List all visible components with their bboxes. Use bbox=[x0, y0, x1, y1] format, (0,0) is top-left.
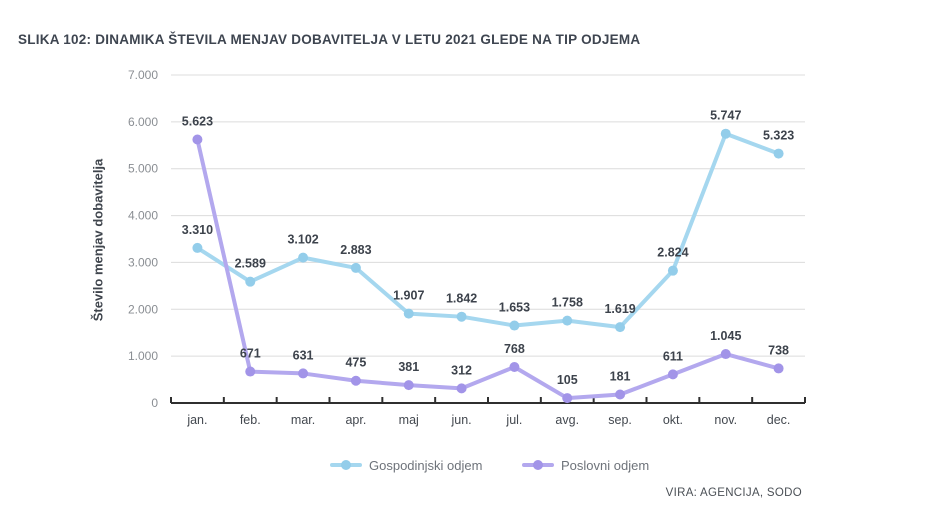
data-point bbox=[245, 366, 256, 377]
y-tick-label: 1.000 bbox=[128, 349, 158, 363]
source-note: VIRA: AGENCIJA, SODO bbox=[665, 487, 802, 499]
data-point-label: 181 bbox=[610, 370, 631, 384]
x-tick-label: okt. bbox=[663, 413, 683, 427]
data-point-label: 3.102 bbox=[287, 233, 318, 247]
legend-marker-poslovni-icon bbox=[533, 460, 543, 470]
data-point-label: 671 bbox=[240, 347, 261, 361]
data-point-label: 2.883 bbox=[340, 243, 371, 257]
data-point bbox=[403, 308, 414, 319]
data-point-label: 5.747 bbox=[710, 109, 741, 123]
x-tick-label: apr. bbox=[345, 413, 366, 427]
data-point bbox=[350, 375, 361, 386]
series-line bbox=[195, 131, 781, 330]
data-point-label: 1.653 bbox=[499, 301, 530, 315]
data-point-label: 1.842 bbox=[446, 292, 477, 306]
data-point-label: 2.824 bbox=[657, 246, 688, 260]
legend-label-poslovni: Poslovni odjem bbox=[561, 457, 650, 473]
data-point bbox=[298, 368, 309, 379]
x-tick-label: jan. bbox=[186, 413, 207, 427]
data-point bbox=[245, 276, 256, 287]
x-tick-label: nov. bbox=[714, 413, 737, 427]
data-point bbox=[720, 128, 731, 139]
data-point bbox=[298, 252, 309, 263]
legend-item-gospodinjski-odjem: Gospodinjski odjem bbox=[330, 457, 483, 473]
x-tick-label: mar. bbox=[291, 413, 315, 427]
data-point bbox=[403, 380, 414, 391]
x-tick-label: jun. bbox=[451, 413, 472, 427]
data-point bbox=[615, 389, 626, 400]
data-point-label: 2.589 bbox=[235, 257, 266, 271]
data-point bbox=[667, 369, 678, 380]
data-point bbox=[509, 362, 520, 373]
data-point-label: 1.045 bbox=[710, 329, 741, 343]
data-point bbox=[456, 311, 467, 322]
x-tick-label: dec. bbox=[767, 413, 791, 427]
data-point bbox=[773, 363, 784, 374]
x-tick-label: maj bbox=[399, 413, 419, 427]
data-point bbox=[350, 262, 361, 273]
data-point-label: 475 bbox=[345, 356, 366, 370]
data-point-label: 611 bbox=[663, 349, 683, 363]
y-tick-label: 3.000 bbox=[128, 255, 158, 269]
data-point bbox=[192, 134, 203, 145]
data-point-label: 631 bbox=[293, 348, 314, 362]
y-tick-label: 7.000 bbox=[128, 68, 158, 82]
data-point bbox=[720, 349, 731, 360]
x-tick-label: feb. bbox=[240, 413, 261, 427]
data-point-label: 768 bbox=[504, 342, 525, 356]
data-point-label: 5.323 bbox=[763, 129, 794, 143]
data-point bbox=[192, 242, 203, 253]
data-point-label: 1.907 bbox=[393, 289, 424, 303]
legend-line-gospodinjski-icon bbox=[330, 460, 362, 470]
data-point-label: 105 bbox=[557, 373, 578, 387]
data-point-label: 1.758 bbox=[552, 296, 583, 310]
y-tick-label: 6.000 bbox=[128, 115, 158, 129]
data-point bbox=[615, 322, 626, 333]
data-point bbox=[509, 320, 520, 331]
data-point bbox=[456, 383, 467, 394]
y-tick-label: 0 bbox=[151, 396, 158, 410]
legend-label-gospodinjski: Gospodinjski odjem bbox=[369, 457, 483, 473]
data-point-label: 3.310 bbox=[182, 223, 213, 237]
y-tick-label: 4.000 bbox=[128, 209, 158, 223]
legend-marker-gospodinjski-icon bbox=[341, 460, 351, 470]
data-point bbox=[562, 393, 573, 404]
data-point-label: 1.619 bbox=[604, 302, 635, 316]
legend-item-poslovni-odjem: Poslovni odjem bbox=[522, 457, 650, 473]
figure-title: SLIKA 102: DINAMIKA ŠTEVILA MENJAV DOBAV… bbox=[18, 32, 641, 47]
y-tick-label: 2.000 bbox=[128, 302, 158, 316]
data-point bbox=[562, 315, 573, 326]
data-point bbox=[667, 265, 678, 276]
series-line bbox=[195, 137, 781, 401]
y-tick-label: 5.000 bbox=[128, 162, 158, 176]
x-tick-label: sep. bbox=[608, 413, 632, 427]
data-point-label: 5.623 bbox=[182, 115, 213, 129]
data-point-label: 312 bbox=[451, 363, 472, 377]
x-tick-label: jul. bbox=[505, 413, 522, 427]
data-point-label: 381 bbox=[398, 360, 419, 374]
data-point-label: 738 bbox=[768, 343, 789, 357]
data-point bbox=[773, 148, 784, 159]
x-tick-label: avg. bbox=[555, 413, 579, 427]
legend-line-poslovni-icon bbox=[522, 460, 554, 470]
